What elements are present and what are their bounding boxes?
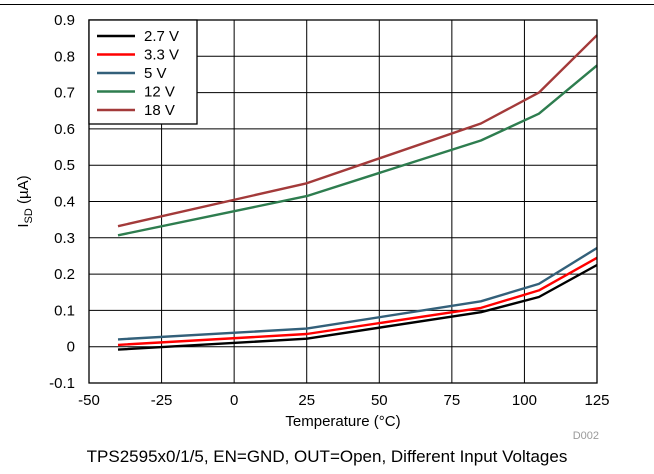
legend-label: 2.7 V	[144, 28, 179, 45]
y-tick-label: 0.3	[54, 230, 75, 247]
x-tick-label: -25	[151, 392, 173, 409]
legend: 2.7 V 3.3 V5 V 12 V18 V	[88, 19, 198, 125]
legend-label: 18 V	[144, 102, 175, 119]
y-tick-label: 0.5	[54, 157, 75, 174]
top-rule	[0, 4, 654, 5]
x-tick-label: 25	[298, 392, 315, 409]
y-axis-ticks: -0.1 0 0.1 0.2 0.3 0.4 0.5 0.6 0.7 0.8 0.9	[49, 12, 75, 392]
plot-frame	[88, 19, 598, 384]
y-tick-label: 0.4	[54, 194, 75, 211]
series-line	[117, 256, 598, 347]
y-tick-label: 0.8	[54, 48, 75, 65]
series-lines	[117, 34, 598, 351]
x-tick-label: 0	[230, 392, 238, 409]
x-tick-label: 75	[444, 392, 461, 409]
legend-label: 12 V	[144, 84, 175, 101]
line-chart: -50 -25 0 25 50 75 100 125 -0.1 0 0.1 0.2 0.3 0.4 0.5…	[15, 12, 610, 440]
series-line	[117, 263, 598, 351]
y-tick-label: 0.9	[54, 12, 75, 29]
y-tick-label: 0.7	[54, 85, 75, 102]
y-axis-label-main: I	[15, 223, 32, 227]
y-tick-label: -0.1	[49, 375, 75, 392]
series-line	[117, 34, 598, 228]
y-tick-label: 0.6	[54, 121, 75, 138]
y-axis-label: ISD (µA)	[15, 175, 35, 227]
figure-caption: TPS2595x0/1/5, EN=GND, OUT=Open, Differe…	[86, 447, 568, 466]
y-tick-label: 0.1	[54, 302, 75, 319]
x-tick-label: 50	[371, 392, 388, 409]
x-tick-label: -50	[78, 392, 100, 409]
y-axis-label-unit: (µA)	[15, 175, 32, 208]
legend-label: 5 V	[144, 65, 167, 82]
figure-code: D002	[573, 430, 599, 440]
y-axis-label-subscript: SD	[23, 208, 35, 223]
y-tick-label: 0.2	[54, 266, 75, 283]
x-axis-ticks: -50 -25 0 25 50 75 100 125	[78, 392, 609, 409]
x-axis-label: Temperature (°C)	[285, 413, 400, 430]
x-tick-label: 100	[512, 392, 537, 409]
series-line	[117, 64, 598, 237]
legend-label: 3.3 V	[144, 47, 179, 64]
series-line	[117, 246, 598, 341]
x-tick-label: 125	[584, 392, 609, 409]
y-tick-label: 0	[67, 339, 75, 356]
